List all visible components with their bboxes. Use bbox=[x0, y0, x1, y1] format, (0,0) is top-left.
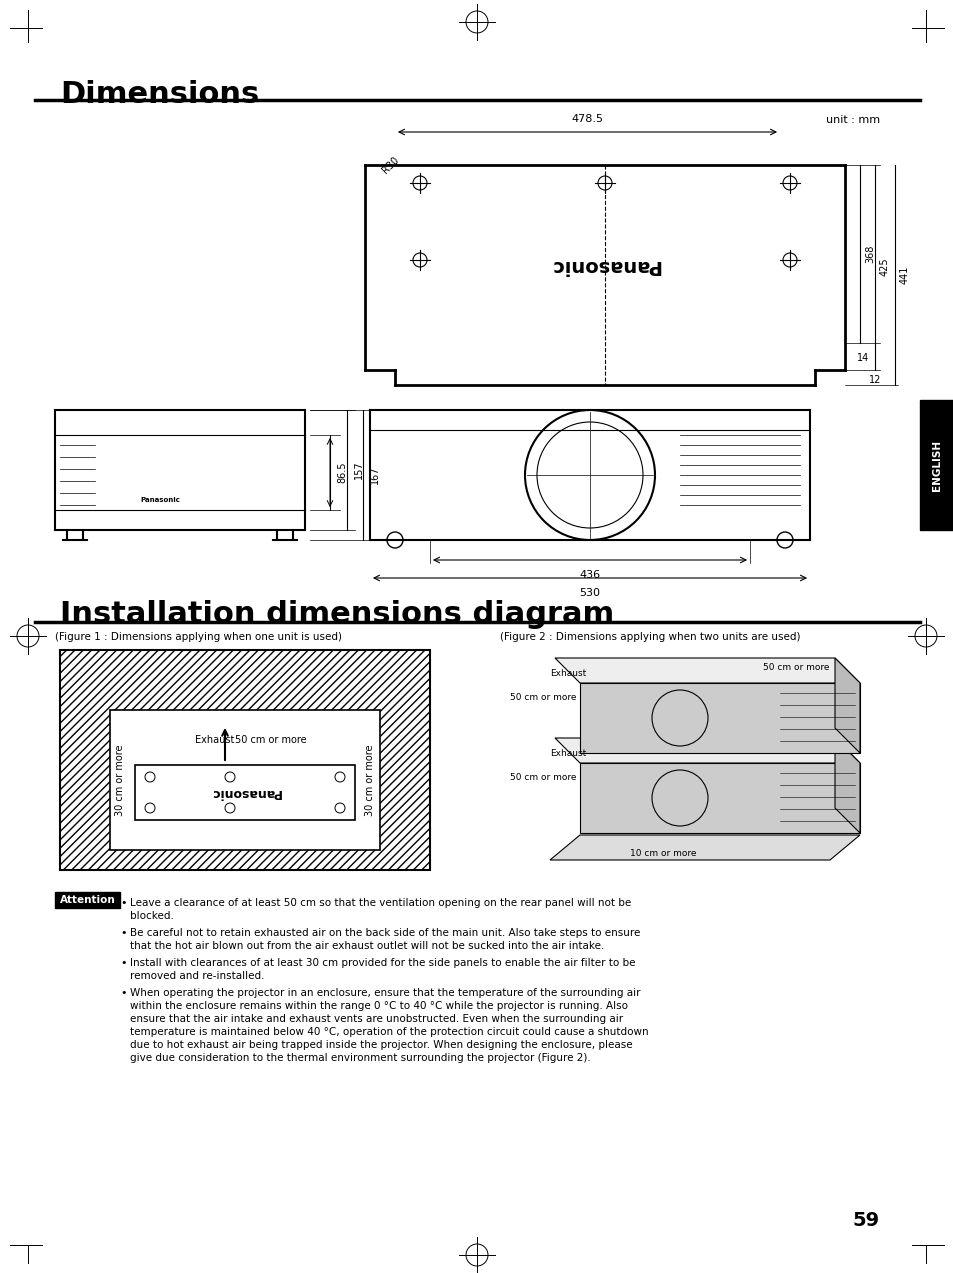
Text: 12: 12 bbox=[868, 376, 881, 384]
Text: Panasonic: Panasonic bbox=[140, 496, 180, 503]
Bar bbox=[110, 710, 379, 850]
Text: 368: 368 bbox=[864, 244, 874, 264]
Text: Install with clearances of at least 30 cm provided for the side panels to enable: Install with clearances of at least 30 c… bbox=[130, 959, 635, 967]
Text: (Figure 1 : Dimensions applying when one unit is used): (Figure 1 : Dimensions applying when one… bbox=[55, 631, 341, 642]
Text: 50 cm or more: 50 cm or more bbox=[510, 774, 576, 783]
Text: removed and re-installed.: removed and re-installed. bbox=[130, 971, 264, 981]
Text: that the hot air blown out from the air exhaust outlet will not be sucked into t: that the hot air blown out from the air … bbox=[130, 941, 604, 951]
Text: give due consideration to the thermal environment surrounding the projector (Fig: give due consideration to the thermal en… bbox=[130, 1053, 590, 1063]
Text: blocked.: blocked. bbox=[130, 911, 173, 920]
Text: Be careful not to retain exhausted air on the back side of the main unit. Also t: Be careful not to retain exhausted air o… bbox=[130, 928, 639, 938]
Text: 10 cm or more: 10 cm or more bbox=[629, 849, 696, 858]
Text: Exhaust: Exhaust bbox=[194, 735, 234, 745]
Text: •: • bbox=[120, 928, 127, 938]
Bar bbox=[919, 400, 953, 530]
Text: Panasonic: Panasonic bbox=[549, 256, 659, 275]
Polygon shape bbox=[579, 684, 859, 754]
Text: Attention: Attention bbox=[59, 895, 115, 905]
Polygon shape bbox=[550, 835, 859, 861]
Text: within the enclosure remains within the range 0 °C to 40 °C while the projector : within the enclosure remains within the … bbox=[130, 1001, 627, 1011]
Bar bbox=[55, 892, 120, 908]
Text: When operating the projector in an enclosure, ensure that the temperature of the: When operating the projector in an enclo… bbox=[130, 988, 639, 998]
Text: temperature is maintained below 40 °C, operation of the protection circuit could: temperature is maintained below 40 °C, o… bbox=[130, 1027, 648, 1037]
Text: 441: 441 bbox=[899, 266, 909, 284]
Text: ensure that the air intake and exhaust vents are unobstructed. Even when the sur: ensure that the air intake and exhaust v… bbox=[130, 1015, 622, 1023]
Text: •: • bbox=[120, 959, 127, 967]
Text: 167: 167 bbox=[370, 466, 379, 484]
Polygon shape bbox=[555, 658, 859, 684]
Text: Exhaust: Exhaust bbox=[550, 749, 586, 757]
Text: 86.5: 86.5 bbox=[336, 461, 347, 482]
Text: 157: 157 bbox=[354, 461, 364, 480]
Text: 50 cm or more: 50 cm or more bbox=[234, 735, 306, 745]
Text: Installation dimensions diagram: Installation dimensions diagram bbox=[60, 600, 614, 629]
Bar bbox=[60, 651, 430, 869]
Bar bbox=[135, 765, 355, 820]
Text: due to hot exhaust air being trapped inside the projector. When designing the en: due to hot exhaust air being trapped ins… bbox=[130, 1040, 632, 1050]
Text: 14: 14 bbox=[856, 353, 868, 363]
Text: 30 cm or more: 30 cm or more bbox=[115, 745, 125, 816]
Text: 50 cm or more: 50 cm or more bbox=[762, 663, 829, 672]
Text: 425: 425 bbox=[879, 257, 889, 276]
Text: 530: 530 bbox=[578, 588, 599, 598]
Text: Exhaust: Exhaust bbox=[550, 670, 586, 679]
Text: ENGLISH: ENGLISH bbox=[931, 439, 941, 490]
Text: unit : mm: unit : mm bbox=[825, 115, 879, 125]
Text: 30 cm or more: 30 cm or more bbox=[365, 745, 375, 816]
Text: Leave a clearance of at least 50 cm so that the ventilation opening on the rear : Leave a clearance of at least 50 cm so t… bbox=[130, 897, 631, 908]
Text: •: • bbox=[120, 988, 127, 998]
Text: Panasonic: Panasonic bbox=[210, 785, 280, 799]
Polygon shape bbox=[579, 763, 859, 833]
Text: R30: R30 bbox=[379, 155, 400, 176]
Polygon shape bbox=[834, 738, 859, 833]
Text: 436: 436 bbox=[578, 570, 600, 580]
Text: 50 cm or more: 50 cm or more bbox=[510, 694, 576, 703]
Text: •: • bbox=[120, 897, 127, 908]
Text: 478.5: 478.5 bbox=[571, 115, 603, 123]
Polygon shape bbox=[555, 738, 859, 763]
Text: (Figure 2 : Dimensions applying when two units are used): (Figure 2 : Dimensions applying when two… bbox=[499, 631, 800, 642]
Text: 59: 59 bbox=[852, 1211, 879, 1230]
Text: Dimensions: Dimensions bbox=[60, 80, 259, 109]
Polygon shape bbox=[834, 658, 859, 754]
